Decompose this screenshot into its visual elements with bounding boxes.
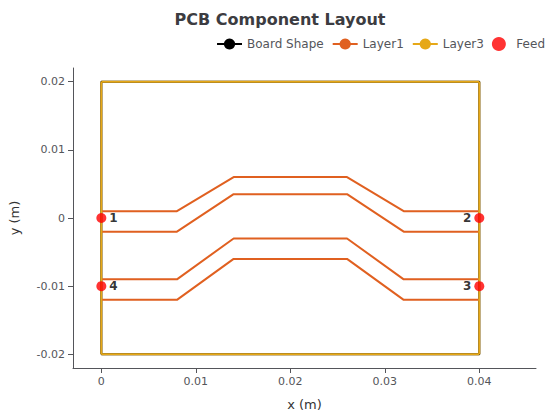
svg-text:y (m): y (m) bbox=[7, 201, 22, 236]
svg-text:Feed: Feed bbox=[516, 37, 545, 51]
svg-text:0.02: 0.02 bbox=[41, 75, 66, 88]
svg-text:0.03: 0.03 bbox=[373, 375, 398, 388]
svg-text:Board Shape: Board Shape bbox=[247, 37, 324, 51]
svg-text:Layer3: Layer3 bbox=[443, 37, 484, 51]
svg-text:4: 4 bbox=[109, 279, 117, 293]
svg-text:3: 3 bbox=[463, 279, 471, 293]
svg-text:x (m): x (m) bbox=[287, 397, 322, 412]
svg-text:Layer1: Layer1 bbox=[363, 37, 404, 51]
svg-text:-0.01: -0.01 bbox=[37, 280, 65, 293]
svg-text:0.02: 0.02 bbox=[278, 375, 303, 388]
svg-text:-0.02: -0.02 bbox=[37, 348, 65, 361]
svg-text:0: 0 bbox=[58, 212, 65, 225]
svg-text:0.04: 0.04 bbox=[467, 375, 492, 388]
svg-text:0.01: 0.01 bbox=[184, 375, 209, 388]
svg-text:2: 2 bbox=[463, 211, 471, 225]
svg-text:0: 0 bbox=[98, 375, 105, 388]
svg-text:1: 1 bbox=[109, 211, 117, 225]
svg-text:0.01: 0.01 bbox=[41, 143, 66, 156]
svg-text:PCB Component Layout: PCB Component Layout bbox=[175, 10, 386, 29]
